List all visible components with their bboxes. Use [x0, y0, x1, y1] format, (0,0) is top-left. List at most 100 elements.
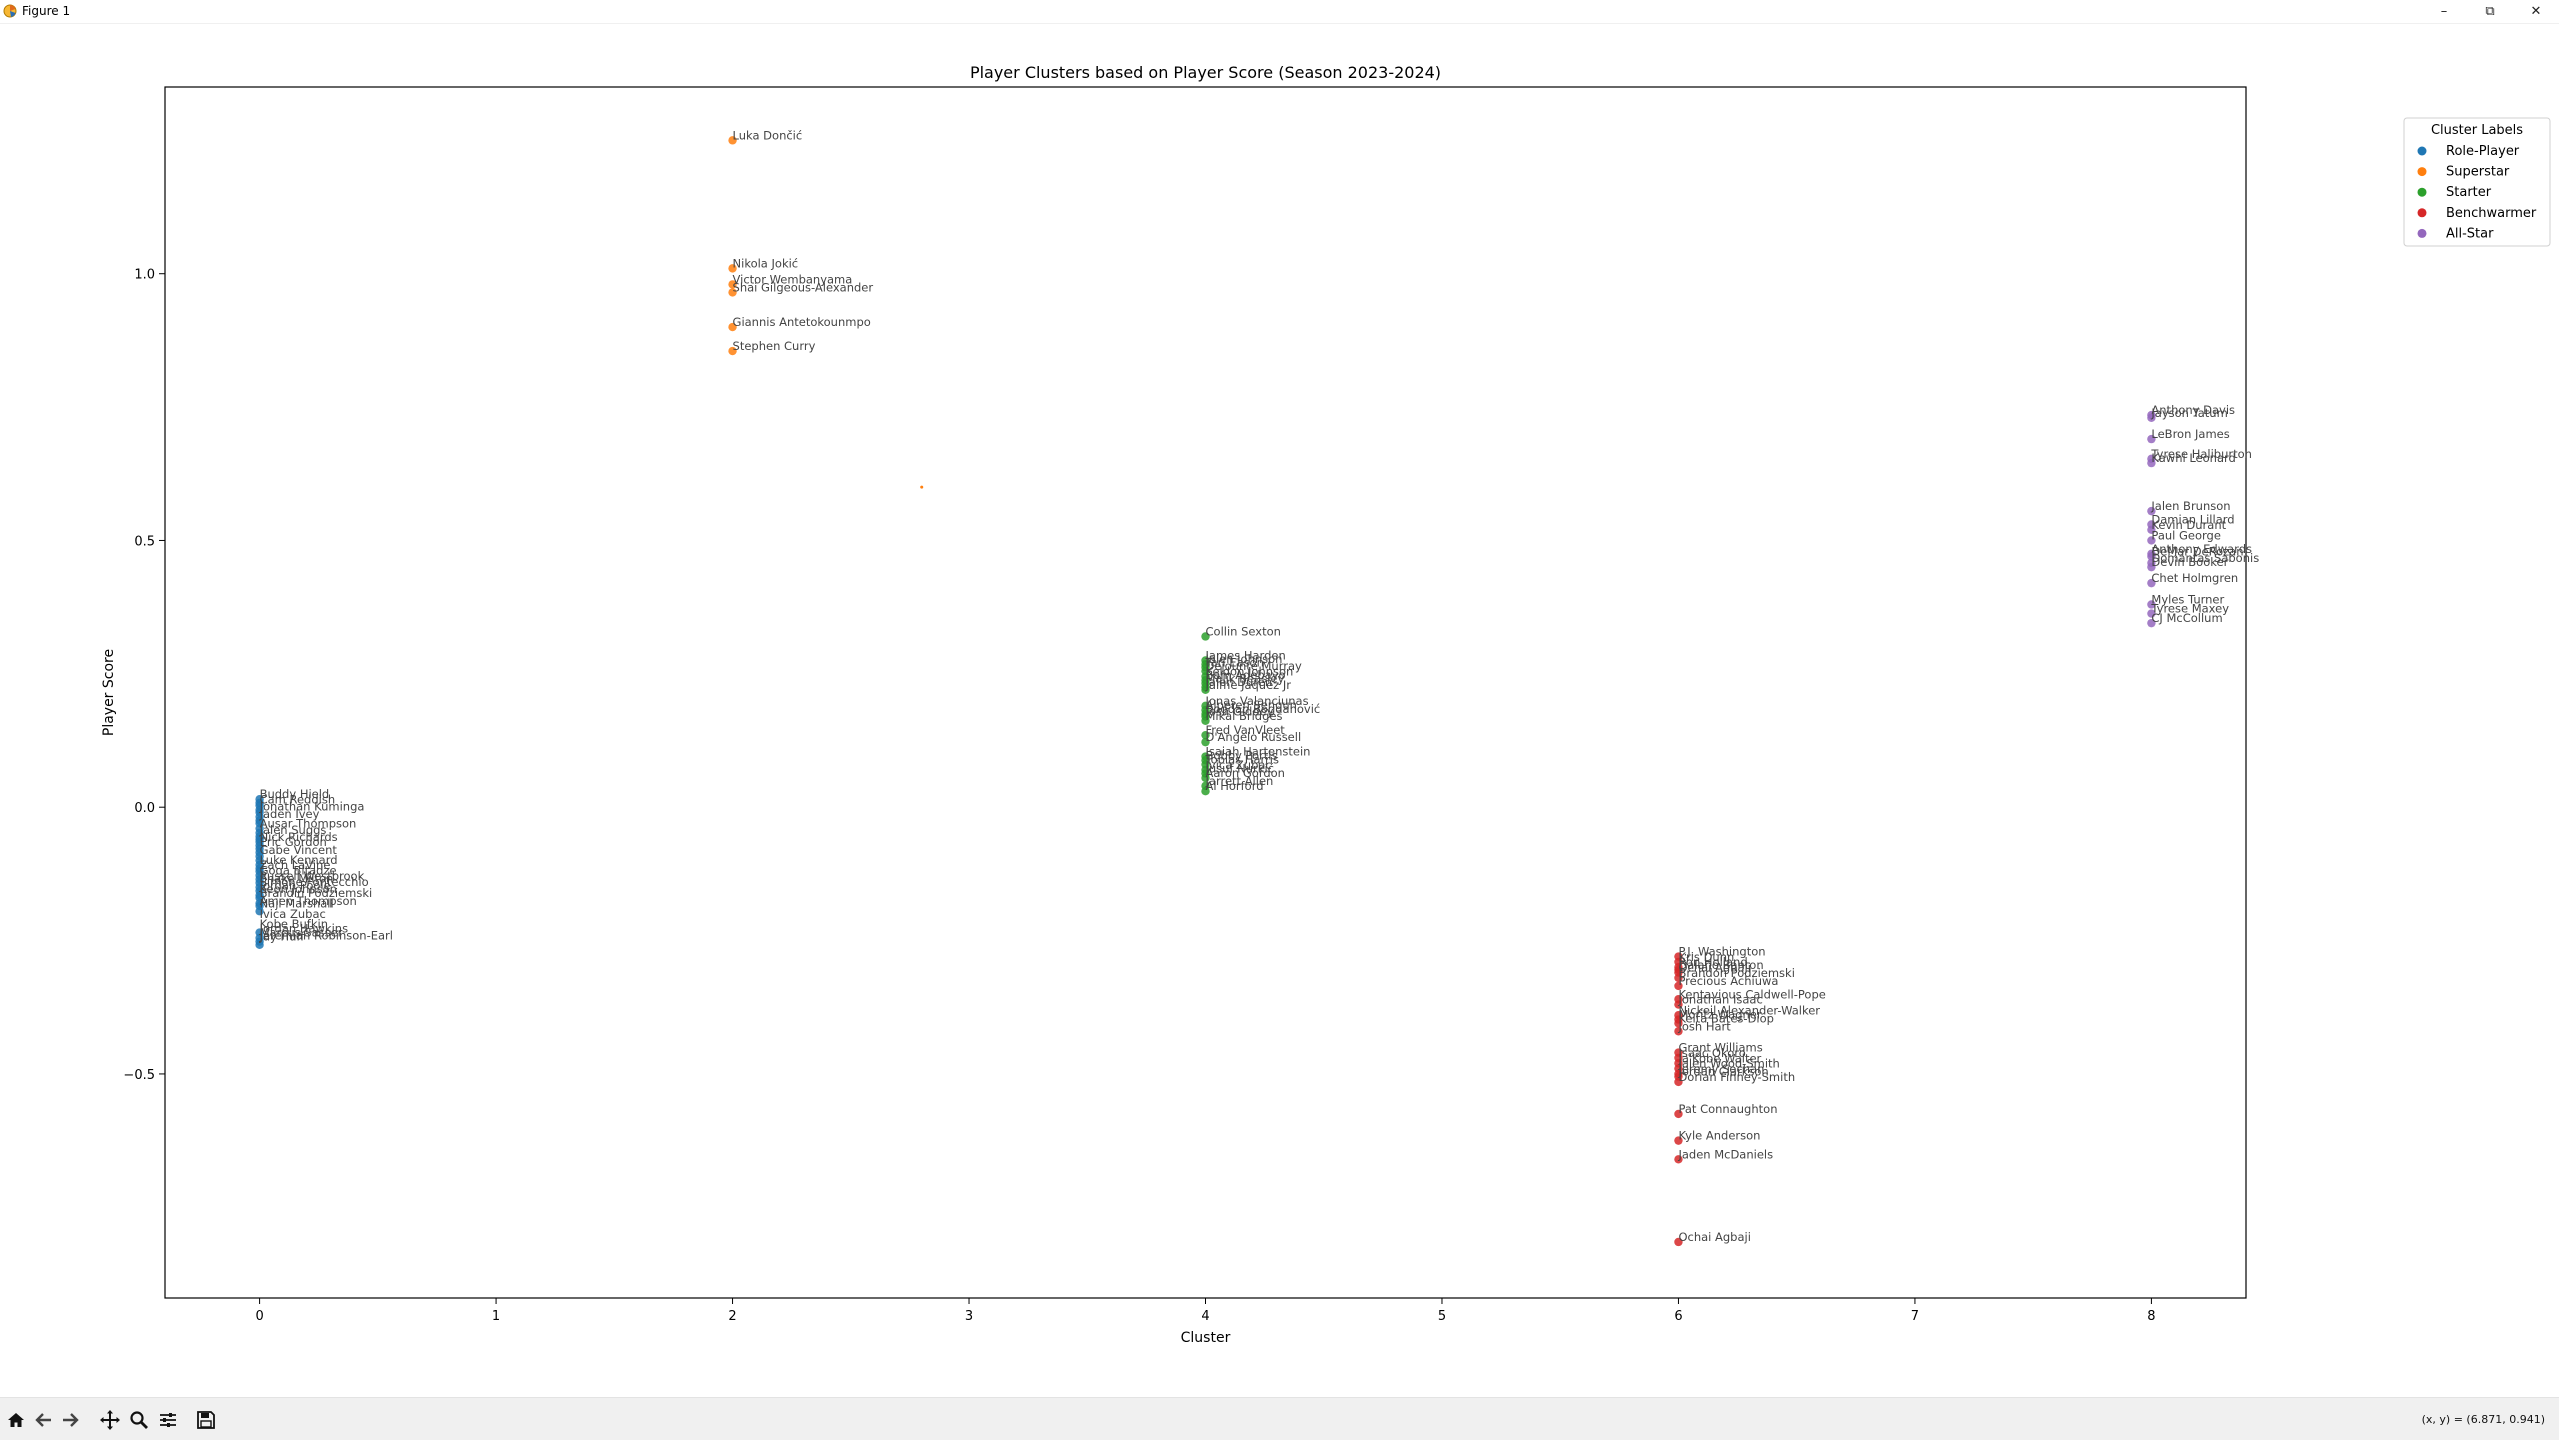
- point-label: Amen Thompson: [260, 894, 357, 908]
- zoom-icon: [130, 1411, 148, 1429]
- point-label: Keon Johnson: [260, 882, 337, 896]
- point-label: Domantas Sabonis: [2151, 551, 2259, 565]
- point-label: Simone Fontecchio: [260, 875, 369, 889]
- legend-marker: [2417, 208, 2427, 218]
- point-label: Tyrese Maxey: [2150, 602, 2229, 616]
- point-label: Paul George: [2151, 528, 2221, 542]
- point-label: Shai Gilgeous-Alexander: [733, 280, 874, 294]
- zoom-button[interactable]: [126, 1407, 152, 1433]
- point-label: James Harden: [1205, 648, 1286, 662]
- data-point: [1201, 737, 1210, 747]
- point-label: Alperen Sengun: [1206, 698, 1297, 712]
- configure-subplots-icon: [160, 1413, 176, 1427]
- point-label: Ausar Thompson: [260, 817, 357, 831]
- point-label: Pat Connaughton: [1678, 1102, 1777, 1116]
- point-label: Jeremy Sochan: [1677, 1062, 1764, 1076]
- point-label: Naji Marshall: [260, 897, 334, 911]
- data-point: [1201, 716, 1210, 725]
- restore-icon: ⧉: [2485, 4, 2495, 19]
- point-label: Isaiah Hartenstein: [1206, 745, 1311, 759]
- configure-subplots-button[interactable]: [155, 1407, 181, 1433]
- forward-button[interactable]: [57, 1407, 83, 1433]
- point-label: Jarrett Allen: [1205, 774, 1274, 788]
- data-point: [2147, 525, 2156, 534]
- data-point: [1674, 1027, 1683, 1036]
- point-label: Chet Holmgren: [2151, 571, 2238, 585]
- point-label: Stephen Curry: [733, 339, 816, 353]
- data-point: [2147, 552, 2156, 561]
- point-label: Anthony Davis: [2151, 403, 2235, 417]
- y-axis-label: Player Score: [101, 649, 117, 736]
- y-tick-label: 1.0: [134, 268, 155, 283]
- point-label: Russell Westbrook: [260, 869, 365, 883]
- pan-button[interactable]: [97, 1407, 123, 1433]
- point-label: Aaron Gordon: [1206, 766, 1285, 780]
- legend-marker: [2417, 146, 2427, 156]
- data-point: [2147, 562, 2156, 572]
- x-tick-label: 1: [492, 1309, 500, 1324]
- point-label: Bam Adebayo: [1206, 668, 1286, 682]
- data-point: [1201, 773, 1210, 783]
- data-point: [728, 346, 737, 356]
- point-label: Keita Bates-Diop: [1678, 1011, 1774, 1025]
- x-tick-label: 3: [965, 1309, 973, 1324]
- point-label: Zach LaVine: [260, 858, 331, 872]
- point-label: Fred VanVleet: [1206, 723, 1286, 737]
- point-label: Ivica Zubac: [260, 907, 326, 921]
- x-tick-label: 0: [255, 1309, 263, 1324]
- point-label: Jordan Poole: [259, 878, 331, 892]
- data-point: [728, 322, 737, 332]
- data-point: [728, 136, 737, 145]
- point-label: Luke Kennard: [260, 853, 338, 867]
- data-point: [2147, 458, 2156, 468]
- point-label: Ochai Agbaji: [1678, 961, 1750, 975]
- point-label: DeMar DeRozan: [2151, 544, 2243, 558]
- data-point: [2147, 578, 2156, 588]
- data-point: [1201, 685, 1210, 695]
- point-label: CJ McCollum: [2151, 611, 2222, 625]
- point-label: Jaden McDaniels: [1677, 1147, 1773, 1161]
- point-label: Kris Dunn: [1678, 950, 1734, 964]
- back-button[interactable]: [31, 1407, 57, 1433]
- point-label: Jalen Wood-Smith: [1677, 1057, 1779, 1071]
- y-tick-label: 0.0: [134, 801, 155, 816]
- close-button[interactable]: ✕: [2513, 0, 2559, 23]
- point-label: Al Horford: [1206, 779, 1264, 793]
- point-label: Josh Hart: [1677, 1019, 1731, 1033]
- point-label: Dorian Finney-Smith: [1678, 1070, 1795, 1084]
- point-label: Ivica Zubac: [1206, 758, 1272, 772]
- figure-canvas[interactable]: Player Clusters based on Player Score (S…: [0, 24, 2559, 1397]
- point-label: Jaden Ivey: [259, 807, 320, 821]
- data-point: [1674, 981, 1683, 991]
- point-label: Jayson Tatum: [2150, 406, 2227, 420]
- point-label: Damian Lillard: [2151, 512, 2234, 526]
- x-tick-label: 4: [1201, 1309, 1209, 1324]
- data-point: [1674, 1077, 1683, 1087]
- data-point: [1674, 1019, 1683, 1028]
- minimize-icon: –: [2440, 4, 2448, 19]
- point-label: Jay Huff: [259, 930, 306, 944]
- x-tick-label: 8: [2147, 1309, 2155, 1324]
- point-label: Devin Booker: [2151, 555, 2228, 569]
- legend-entry-label: Superstar: [2446, 165, 2510, 180]
- x-tick-label: 6: [1674, 1309, 1682, 1324]
- x-axis-label: Cluster: [1181, 1330, 1231, 1346]
- maximize-button[interactable]: ⧉: [2467, 0, 2513, 23]
- point-label: Jalen Brunson: [2150, 499, 2230, 513]
- point-label: Jonathan Isaac: [1677, 993, 1762, 1007]
- data-point: [255, 940, 264, 950]
- point-label: Buddy Hield: [260, 787, 330, 801]
- point-label: Myles Turner: [2151, 592, 2224, 606]
- point-label: Keldon Johnson: [1206, 664, 1294, 678]
- scatter-chart[interactable]: Player Clusters based on Player Score (S…: [0, 24, 2559, 1397]
- save-button[interactable]: [193, 1407, 219, 1433]
- home-button[interactable]: [3, 1407, 29, 1433]
- point-label: Jalen Johnson: [1205, 652, 1283, 666]
- point-label: Ochai Agbaji: [1678, 1230, 1750, 1244]
- point-label: Josh Giddey: [1205, 705, 1274, 719]
- minimize-button[interactable]: –: [2421, 0, 2467, 23]
- legend-entry-label: Starter: [2446, 185, 2492, 200]
- point-label: Kevin Durant: [2151, 518, 2226, 532]
- legend-marker: [2417, 167, 2427, 177]
- data-point: [2147, 536, 2156, 545]
